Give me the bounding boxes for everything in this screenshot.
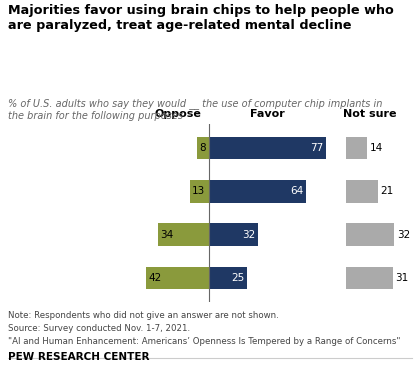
Text: 14: 14 [370,143,383,153]
Bar [146,267,210,289]
Text: Majorities favor using brain chips to help people who
are paralyzed, treat age-r: Majorities favor using brain chips to he… [8,4,394,32]
Text: Note: Respondents who did not give an answer are not shown.: Note: Respondents who did not give an an… [8,311,279,320]
Text: 8: 8 [200,143,206,153]
Bar [346,137,367,159]
Bar [158,224,210,246]
Text: 77: 77 [310,143,323,153]
Text: 13: 13 [192,186,205,196]
Text: 34: 34 [160,230,173,240]
Text: PEW RESEARCH CENTER: PEW RESEARCH CENTER [8,352,150,363]
Bar [346,180,378,202]
Bar [346,267,393,289]
Bar [210,180,307,202]
Bar [197,137,210,159]
Text: 64: 64 [290,186,304,196]
Text: % of U.S. adults who say they would __ the use of computer chip implants in
the : % of U.S. adults who say they would __ t… [8,98,383,121]
Text: Not sure: Not sure [344,109,397,119]
Text: 32: 32 [241,230,255,240]
Bar [346,224,394,246]
Bar [210,137,326,159]
Text: Source: Survey conducted Nov. 1-7, 2021.: Source: Survey conducted Nov. 1-7, 2021. [8,324,191,333]
Text: 21: 21 [380,186,393,196]
Text: 25: 25 [231,273,244,283]
Bar [190,180,210,202]
Text: 42: 42 [148,273,161,283]
Text: Favor: Favor [249,109,284,119]
Text: "AI and Human Enhancement: Americans’ Openness Is Tempered by a Range of Concern: "AI and Human Enhancement: Americans’ Op… [8,337,401,346]
Text: Oppose: Oppose [154,109,201,119]
Bar [210,224,258,246]
Text: 31: 31 [395,273,409,283]
Bar [210,267,247,289]
Text: 32: 32 [397,230,410,240]
